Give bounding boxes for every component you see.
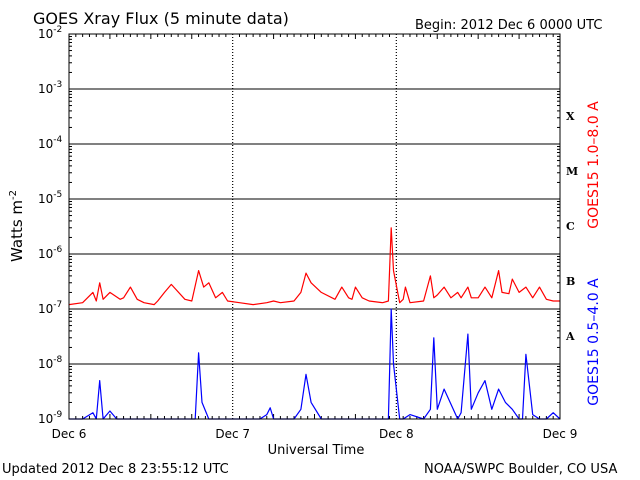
y-tick-base: 10 xyxy=(38,357,53,371)
flare-class-labels: X M C B A xyxy=(565,110,578,343)
chart-title: GOES Xray Flux (5 minute data) xyxy=(33,9,289,28)
y-tick-exp: -7 xyxy=(53,300,62,310)
y-tick-label: 10-4 xyxy=(38,135,63,151)
y-tick-exp: -5 xyxy=(53,190,62,200)
y-tick-label: 10-8 xyxy=(38,355,63,371)
y-tick-base: 10 xyxy=(38,82,53,96)
y-tick-base: 10 xyxy=(38,137,53,151)
source-credit: NOAA/SWPC Boulder, CO USA xyxy=(424,462,617,477)
flare-class-label: B xyxy=(566,275,575,288)
y-tick-label: 10-2 xyxy=(38,25,62,41)
y-tick-exp: -4 xyxy=(53,135,62,145)
y-axis-label-sup: -2 xyxy=(8,190,19,200)
series-line-long-wave xyxy=(68,227,560,306)
x-tick-labels: Dec 6 Dec 7 Dec 8 Dec 9 xyxy=(52,427,578,441)
x-tick-label: Dec 6 xyxy=(52,427,87,441)
flare-class-label: C xyxy=(566,220,575,233)
y-tick-exp: -6 xyxy=(53,245,62,255)
legend-red-series: GOES15 1.0–8.0 A xyxy=(586,101,602,229)
series-layer xyxy=(68,227,561,420)
y-axis-label: Watts m-2 xyxy=(8,190,26,262)
y-tick-label: 10-7 xyxy=(38,300,62,316)
y-tick-label: 10-3 xyxy=(38,80,62,96)
y-tick-base: 10 xyxy=(38,192,53,206)
flare-class-label: X xyxy=(566,110,575,123)
x-tick-label: Dec 7 xyxy=(215,427,250,441)
axis-ticks xyxy=(69,34,560,419)
x-tick-label: Dec 8 xyxy=(379,427,414,441)
y-tick-base: 10 xyxy=(38,302,53,316)
y-tick-base: 10 xyxy=(38,412,53,426)
begin-label: Begin: 2012 Dec 6 0000 UTC xyxy=(415,18,602,33)
y-tick-label: 10-5 xyxy=(38,190,62,206)
grid-lines xyxy=(69,34,560,419)
y-tick-exp: -9 xyxy=(53,410,62,420)
y-tick-base: 10 xyxy=(38,247,53,261)
y-tick-label: 10-9 xyxy=(38,410,63,426)
updated-timestamp: Updated 2012 Dec 8 23:55:12 UTC xyxy=(2,462,229,477)
x-tick-label: Dec 9 xyxy=(543,427,578,441)
y-tick-exp: -8 xyxy=(53,355,62,365)
y-tick-exp: -2 xyxy=(53,25,62,35)
y-tick-label: 10-6 xyxy=(38,245,63,261)
flare-class-label: M xyxy=(566,165,578,178)
y-tick-labels: 10-210-310-410-510-610-710-810-9 xyxy=(38,25,63,426)
flare-class-label: A xyxy=(565,330,575,343)
y-tick-exp: -3 xyxy=(53,80,62,90)
y-axis-label-main: Watts m xyxy=(8,200,26,262)
x-axis-label: Universal Time xyxy=(268,443,365,458)
y-tick-base: 10 xyxy=(38,27,53,41)
legend-blue-series: GOES15 0.5–4.0 A xyxy=(586,278,602,406)
plot-frame xyxy=(68,33,561,420)
